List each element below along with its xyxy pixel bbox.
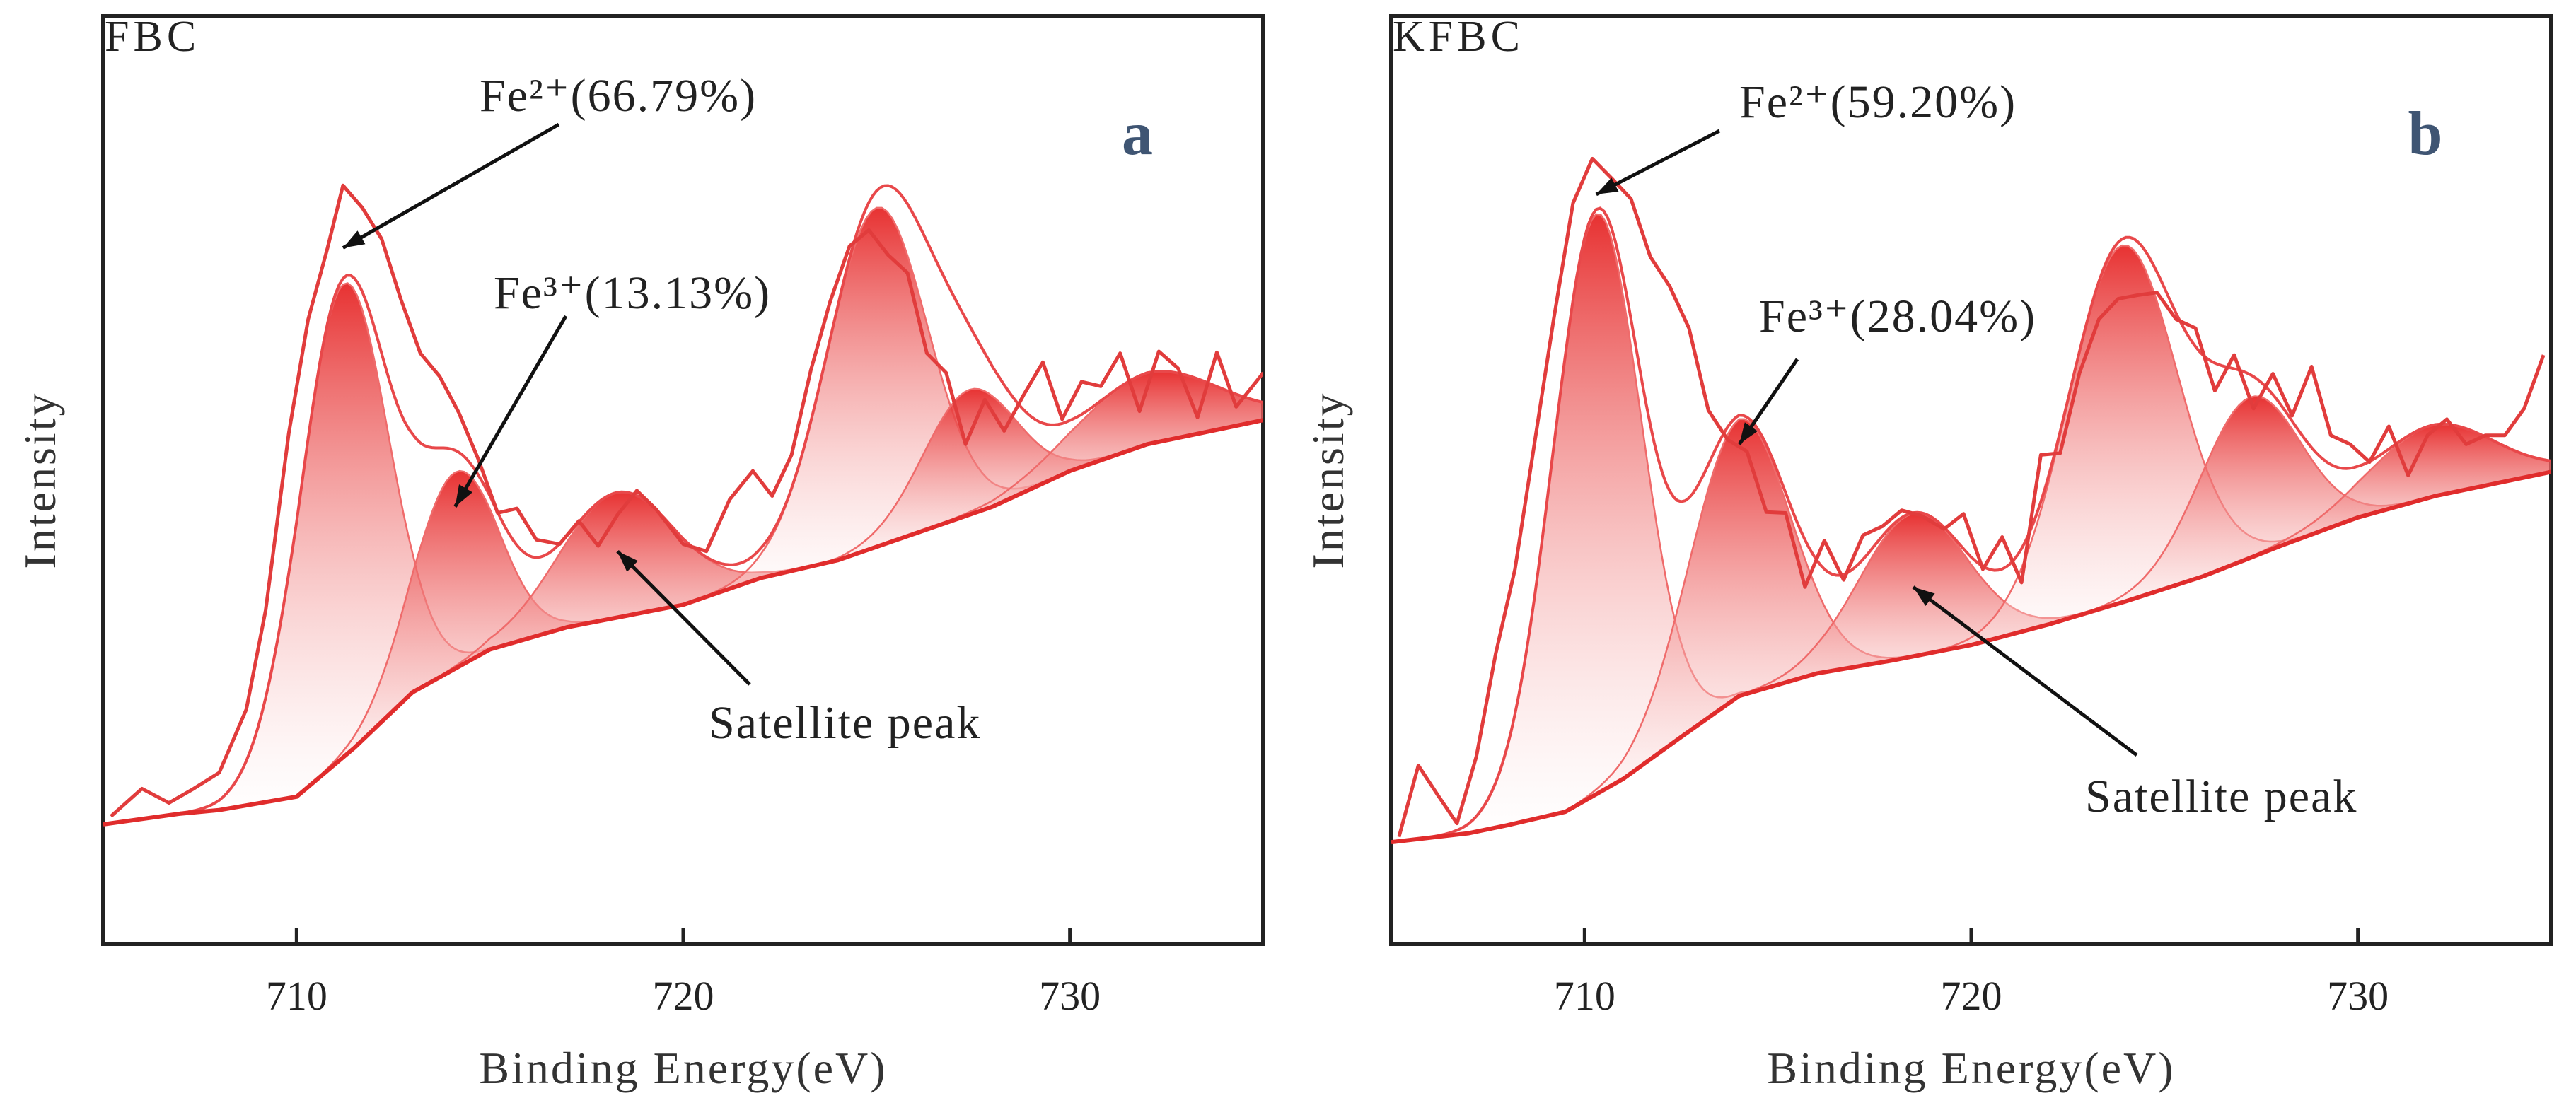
- panel-letter: b: [2408, 100, 2443, 168]
- annotation-label: Fe³⁺(28.04%): [1759, 291, 2036, 342]
- annotation-arrowhead: [1739, 422, 1758, 445]
- annotation-arrow: [453, 315, 568, 508]
- x-axis: 710 720 730: [266, 928, 1101, 1019]
- fit-envelope-line: [103, 184, 1263, 826]
- x-axis-label: Binding Energy(eV): [1767, 1043, 2175, 1093]
- annotation-arrow: [1912, 585, 2138, 757]
- plot-frame: [101, 14, 1265, 946]
- fit-envelope-line: [1391, 206, 2551, 844]
- background-line: [103, 418, 1263, 827]
- background-line: [1391, 469, 2551, 845]
- x-tick-label: 710: [1554, 973, 1615, 1019]
- sample-name: FBC: [105, 13, 200, 61]
- annotation-arrow: [616, 549, 751, 686]
- annotation-label: Fe³⁺(13.13%): [494, 267, 771, 319]
- annotations: Fe²⁺(59.20%) Fe³⁺(28.04%) Satellite peak: [1595, 76, 2357, 822]
- x-tick-label: 720: [1941, 973, 2002, 1019]
- chart-panel-a: 710 720 730 Binding Energy(eV) Intensity F…: [15, 13, 1265, 1093]
- annotation-arrowhead: [617, 551, 639, 572]
- annotation-label: Fe²⁺(66.79%): [480, 70, 757, 122]
- annotation-arrowhead: [455, 484, 473, 507]
- annotation-arrow: [1595, 129, 1721, 197]
- sample-name: KFBC: [1393, 13, 1524, 61]
- annotation-arrow: [342, 122, 560, 250]
- annotation-arrowhead: [1913, 587, 1935, 607]
- annotation-label: Fe²⁺(59.20%): [1739, 76, 2017, 128]
- y-axis-label: Intensity: [1303, 392, 1353, 569]
- annotation-label: Satellite peak: [2085, 771, 2357, 822]
- x-tick-label: 730: [2327, 973, 2389, 1019]
- x-axis: 710 720 730: [1554, 928, 2389, 1019]
- x-tick-label: 710: [266, 973, 327, 1019]
- plot-area: [1391, 156, 2551, 845]
- raw-spectrum-line: [110, 183, 1263, 818]
- annotation-label: Satellite peak: [709, 697, 981, 749]
- panel-letter: a: [1122, 100, 1153, 168]
- chart-panel-b: 710 720 730 Binding Energy(eV) Intensity K…: [1303, 13, 2553, 1093]
- y-axis-label: Intensity: [15, 392, 65, 569]
- annotations: Fe²⁺(66.79%) Fe³⁺(13.13%) Satellite peak: [342, 70, 981, 749]
- x-tick-label: 730: [1039, 973, 1101, 1019]
- annotation-arrowhead: [342, 230, 366, 248]
- raw-spectrum-line: [1397, 156, 2546, 838]
- x-axis-label: Binding Energy(eV): [479, 1043, 887, 1093]
- plot-area: [103, 183, 1263, 827]
- x-tick-label: 720: [653, 973, 714, 1019]
- annotation-arrowhead: [1596, 177, 1619, 194]
